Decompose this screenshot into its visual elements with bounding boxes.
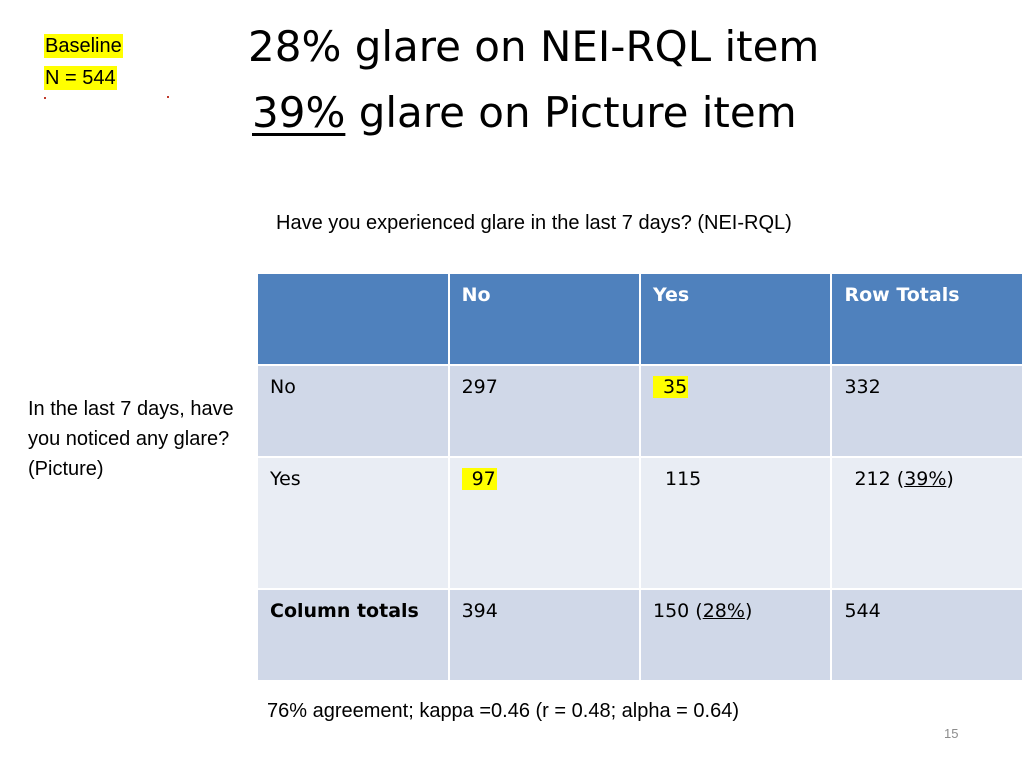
row-label: Yes [256, 456, 450, 590]
cell-grand-total: 544 [830, 588, 1024, 682]
table-row: Yes 97 115 212 (39%) [256, 456, 1024, 590]
discordant-count: 35 [652, 376, 689, 398]
crosstab-table: No Yes Row Totals No 297 35 332 Yes 97 1… [256, 272, 1024, 682]
header-cell-yes: Yes [638, 272, 833, 366]
header-cell-row-totals: Row Totals [830, 272, 1024, 366]
cell-no-no: 297 [447, 364, 641, 458]
cell-total-yes: 150 (28%) [638, 588, 833, 682]
agreement-statistics: 76% agreement; kappa =0.46 (r = 0.48; al… [267, 700, 739, 722]
cell-yes-no: 97 [447, 456, 641, 590]
red-speck [167, 96, 169, 98]
red-speck [44, 97, 46, 99]
row-label: No [256, 364, 450, 458]
row-label: Column totals [256, 588, 450, 682]
table-row: Column totals 394 150 (28%) 544 [256, 588, 1024, 682]
slide-title-line-2: 39% glare on Picture item [252, 88, 797, 137]
slide-title-line-2-text: glare on Picture item [345, 88, 797, 137]
cell-yes-total: 212 (39%) [830, 456, 1024, 590]
sample-size-label: N = 544 [44, 66, 117, 90]
cell-total-no: 394 [447, 588, 641, 682]
baseline-label: Baseline [44, 34, 123, 58]
cell-no-yes: 35 [638, 364, 833, 458]
row-total-percent: 39% [904, 468, 947, 490]
page-number: 15 [944, 726, 959, 741]
column-question: Have you experienced glare in the last 7… [276, 212, 792, 234]
row-question: In the last 7 days, have you noticed any… [28, 398, 234, 480]
header-cell-no: No [447, 272, 641, 366]
header-cell-empty [256, 272, 450, 366]
slide-title-line-1: 28% glare on NEI-RQL item [248, 22, 820, 71]
discordant-count: 97 [461, 468, 497, 490]
table-header-row: No Yes Row Totals [256, 272, 1024, 366]
picture-glare-percent: 39% [252, 88, 346, 137]
table-row: No 297 35 332 [256, 364, 1024, 458]
cell-yes-yes: 115 [638, 456, 833, 590]
cell-no-total: 332 [830, 364, 1024, 458]
column-total-percent: 28% [702, 600, 745, 622]
